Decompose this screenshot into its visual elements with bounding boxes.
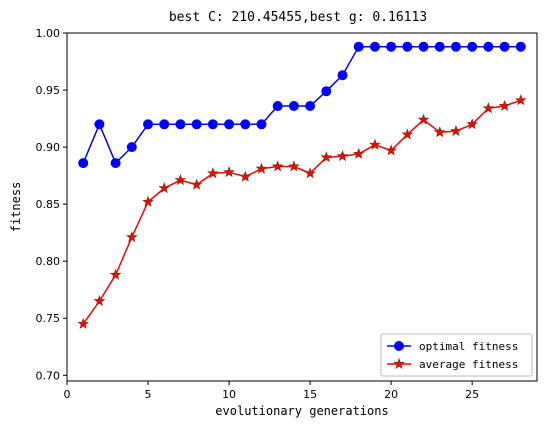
data-point-average-fitness [255, 162, 268, 174]
series-line-average-fitness [82, 99, 522, 325]
data-point-optimal-fitness [450, 41, 461, 52]
data-point-average-fitness [352, 147, 365, 159]
legend-label-optimal-fitness: optimal fitness [419, 340, 518, 353]
x-tick-label: 15 [303, 388, 317, 401]
plot-area [66, 32, 538, 382]
data-point-average-fitness [369, 138, 381, 150]
data-point-average-fitness [433, 126, 446, 138]
y-tick-label: 0.70 [36, 369, 61, 382]
data-point-average-fitness [320, 151, 333, 163]
data-point-optimal-fitness [224, 119, 235, 130]
data-point-average-fitness [466, 118, 479, 130]
data-point-optimal-fitness [94, 119, 105, 130]
legend-frame [380, 333, 533, 377]
data-point-optimal-fitness [386, 41, 397, 52]
y-tick-label: 0.80 [36, 255, 61, 268]
data-point-average-fitness [417, 113, 430, 125]
y-tick-label: 0.75 [36, 312, 61, 325]
data-point-optimal-fitness [240, 119, 251, 130]
legend-label-average-fitness: average fitness [419, 358, 518, 371]
data-point-optimal-fitness [175, 119, 186, 130]
data-point-optimal-fitness [256, 119, 267, 130]
data-point-optimal-fitness [321, 86, 332, 97]
y-tick-label: 1.00 [36, 27, 61, 40]
data-point-optimal-fitness [337, 70, 348, 81]
data-point-average-fitness [207, 167, 219, 179]
data-point-average-fitness [304, 167, 316, 179]
series-average-fitness [77, 94, 527, 329]
data-point-average-fitness [158, 182, 171, 194]
data-point-optimal-fitness [159, 119, 170, 130]
y-axis: 0.70 0.75 0.80 0.85 0.90 0.95 1.00 [36, 27, 67, 382]
legend-marker-optimal-fitness [394, 341, 404, 351]
data-point-average-fitness [271, 160, 284, 172]
x-axis-title: evolutionary generations [215, 404, 388, 418]
data-point-average-fitness [174, 174, 187, 186]
data-point-optimal-fitness [110, 158, 121, 169]
data-point-optimal-fitness [434, 41, 445, 52]
data-point-average-fitness [498, 99, 511, 111]
data-point-average-fitness [109, 268, 122, 280]
data-point-optimal-fitness [369, 41, 380, 52]
x-axis: 0 5 10 15 20 25 [64, 381, 479, 401]
y-tick-label: 0.85 [36, 198, 61, 211]
series-optimal-fitness [78, 41, 526, 169]
data-point-average-fitness [401, 128, 414, 140]
x-tick-label: 10 [222, 388, 236, 401]
data-point-average-fitness [125, 231, 138, 243]
data-point-optimal-fitness [499, 41, 510, 52]
data-point-optimal-fitness [483, 41, 494, 52]
x-tick-label: 25 [465, 388, 479, 401]
data-point-optimal-fitness [78, 158, 89, 169]
data-point-average-fitness [93, 294, 106, 307]
data-point-optimal-fitness [272, 101, 283, 112]
data-point-average-fitness [385, 144, 397, 156]
series-line-optimal-fitness [82, 45, 521, 165]
data-point-average-fitness [190, 178, 203, 190]
data-point-optimal-fitness [353, 41, 364, 52]
data-point-average-fitness [336, 150, 349, 162]
data-point-average-fitness [288, 160, 300, 172]
data-point-optimal-fitness [126, 142, 137, 153]
data-point-optimal-fitness [305, 101, 316, 112]
x-tick-label: 0 [64, 388, 71, 401]
data-point-optimal-fitness [288, 101, 299, 112]
y-tick-label: 0.90 [36, 141, 61, 154]
data-point-average-fitness [223, 166, 235, 178]
chart-title: best C: 210.45455,best g: 0.16113 [169, 10, 427, 25]
data-point-optimal-fitness [515, 41, 526, 52]
x-tick-label: 5 [145, 388, 152, 401]
data-point-optimal-fitness [191, 119, 202, 130]
data-point-average-fitness [482, 102, 495, 114]
data-point-average-fitness [514, 94, 527, 106]
data-point-average-fitness [239, 170, 252, 182]
legend: optimal fitness average fitness [380, 333, 533, 377]
data-point-average-fitness [77, 317, 90, 329]
series-layer [77, 41, 527, 329]
y-tick-label: 0.95 [36, 84, 61, 97]
data-point-optimal-fitness [402, 41, 413, 52]
data-point-average-fitness [142, 195, 154, 207]
data-point-optimal-fitness [467, 41, 478, 52]
data-point-optimal-fitness [143, 119, 154, 130]
legend-marker-average-fitness [393, 357, 405, 369]
x-tick-label: 20 [384, 388, 398, 401]
data-point-optimal-fitness [418, 41, 429, 52]
data-point-optimal-fitness [207, 119, 218, 130]
data-point-average-fitness [450, 124, 462, 137]
y-axis-title: fitness [9, 182, 23, 233]
